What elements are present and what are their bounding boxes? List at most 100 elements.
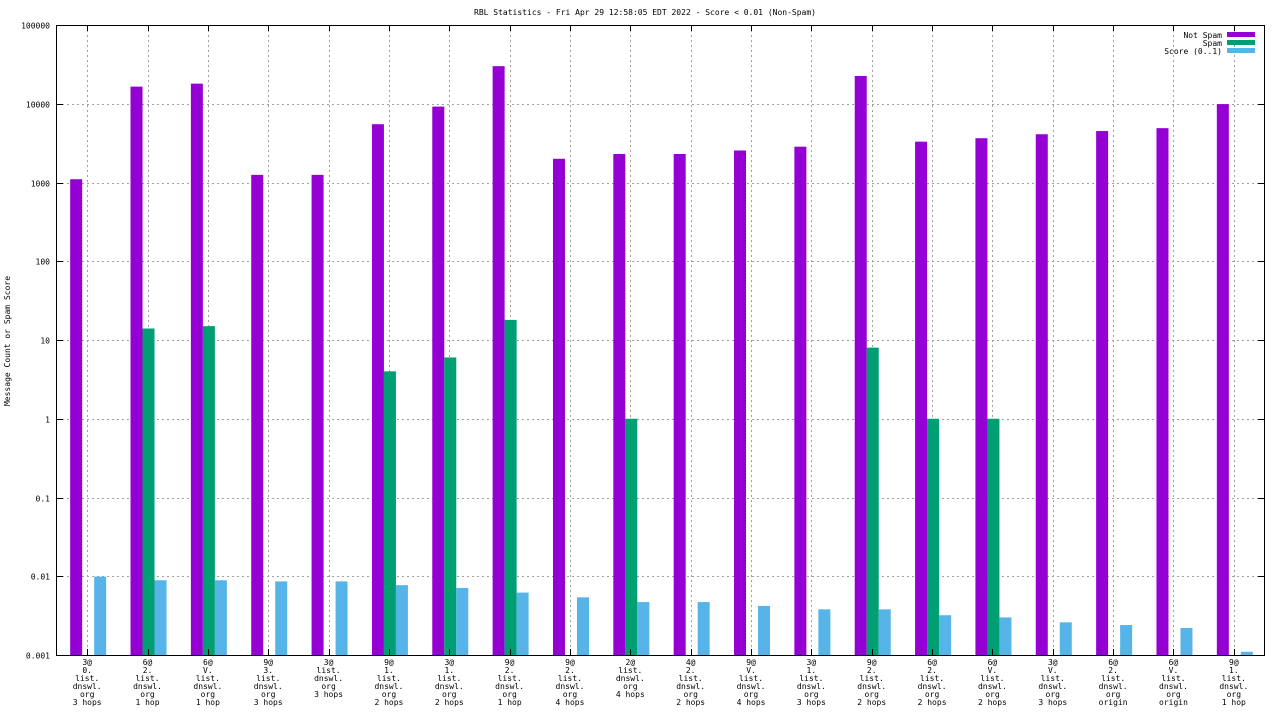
y-tick-label: 0.01 bbox=[31, 573, 50, 582]
x-tick-label: 3@ list. dnswl. org 3 hops bbox=[314, 658, 343, 699]
x-tick-label-line: 2. bbox=[1108, 666, 1118, 675]
legend-label: Spam bbox=[1203, 39, 1222, 48]
x-tick-label-line: org bbox=[1046, 690, 1061, 699]
x-tick-label-line: org bbox=[261, 690, 276, 699]
x-tick-label-line: 9@ bbox=[505, 658, 515, 667]
x-tick-label-line: dnswl. bbox=[918, 682, 947, 691]
bar-score-0-1 bbox=[214, 580, 227, 655]
x-tick-label: 3@ 1. list. dnswl. org 3 hops bbox=[797, 658, 826, 707]
bar-spam bbox=[625, 418, 638, 655]
x-tick-label-line: 1. bbox=[384, 666, 394, 675]
x-tick-label-line: dnswl. bbox=[495, 682, 524, 691]
x-tick-label-line: 2. bbox=[143, 666, 153, 675]
y-tick-label: 1000 bbox=[31, 180, 50, 189]
x-tick-label: 9@ 1. list. dnswl. org 2 hops bbox=[374, 658, 403, 707]
bar-score-0-1 bbox=[637, 602, 650, 655]
x-tick-label-line: 3@ bbox=[807, 658, 817, 667]
y-tick-label: 10 bbox=[40, 337, 50, 346]
x-tick-label-line: org bbox=[985, 690, 1000, 699]
bar-not-spam bbox=[673, 154, 686, 656]
bar-score-0-1 bbox=[275, 581, 288, 655]
x-tick-label-line: 2 hops bbox=[676, 698, 705, 707]
x-tick-label-line: 6@ bbox=[1108, 658, 1118, 667]
bar-not-spam bbox=[613, 154, 626, 656]
x-tick-label-line: org bbox=[683, 690, 698, 699]
x-tick-label-line: list. bbox=[1161, 674, 1185, 683]
grid-layer bbox=[57, 25, 1264, 655]
x-tick-label-line: list. bbox=[558, 674, 582, 683]
x-tick-label-line: org bbox=[623, 682, 638, 691]
x-tick-label-line: 6@ bbox=[203, 658, 213, 667]
x-tick-label-line: dnswl. bbox=[133, 682, 162, 691]
bar-score-0-1 bbox=[818, 609, 831, 655]
x-tick-label-line: dnswl. bbox=[1038, 682, 1067, 691]
x-tick-label-line: org bbox=[140, 690, 155, 699]
x-tick-label: 3@ V. list. dnswl. org 3 hops bbox=[1038, 658, 1067, 707]
x-tick-label-line: org bbox=[925, 690, 940, 699]
x-tick-label-line: dnswl. bbox=[254, 682, 283, 691]
bars-layer bbox=[70, 66, 1253, 656]
bar-not-spam bbox=[975, 138, 988, 656]
y-tick-label: 10000 bbox=[26, 101, 50, 110]
x-tick-label-line: 1 hop bbox=[196, 698, 220, 707]
x-tick-label-line: 2. bbox=[867, 666, 877, 675]
x-tick-label-line: 1. bbox=[807, 666, 817, 675]
bar-score-0-1 bbox=[1059, 622, 1072, 655]
legend-swatch bbox=[1227, 32, 1255, 37]
x-tick-label-line: 3@ bbox=[1048, 658, 1058, 667]
x-tick-label-line: 2 hops bbox=[374, 698, 403, 707]
x-tick-label-line: 2 hops bbox=[435, 698, 464, 707]
x-tick-label-line: list. bbox=[679, 674, 703, 683]
x-tick-label-line: org bbox=[563, 690, 578, 699]
bar-not-spam bbox=[1216, 104, 1229, 655]
bar-not-spam bbox=[432, 106, 445, 656]
x-tick-label: 9@ 2. list. dnswl. org 1 hop bbox=[495, 658, 524, 707]
x-tick-label-line: list. bbox=[1222, 674, 1246, 683]
x-tick-label-line: org bbox=[804, 690, 819, 699]
bar-not-spam bbox=[251, 174, 264, 655]
x-tick-label-line: list. bbox=[317, 666, 341, 675]
x-tick-label-line: origin bbox=[1159, 698, 1188, 707]
x-tick-label: 9@ 3. list. dnswl. org 3 hops bbox=[254, 658, 283, 707]
x-tick-label-line: list. bbox=[256, 674, 280, 683]
bar-spam bbox=[504, 319, 517, 655]
bar-score-0-1 bbox=[335, 581, 348, 655]
x-tick-label: 6@ V. list. dnswl. org 2 hops bbox=[978, 658, 1007, 707]
legend-swatch bbox=[1227, 48, 1255, 53]
x-tick-label-line: dnswl. bbox=[1159, 682, 1188, 691]
y-tick-label: 0.001 bbox=[26, 652, 50, 661]
x-tick-label: 4@ 2. list. dnswl. org 2 hops bbox=[676, 658, 705, 707]
x-tick-label-line: dnswl. bbox=[73, 682, 102, 691]
y-tick-label: 0.1 bbox=[36, 495, 51, 504]
bar-score-0-1 bbox=[154, 580, 167, 655]
x-tick-label-line: dnswl. bbox=[193, 682, 222, 691]
x-tick-label-line: dnswl. bbox=[374, 682, 403, 691]
bar-score-0-1 bbox=[939, 615, 952, 655]
x-tick-label-line: dnswl. bbox=[737, 682, 766, 691]
x-tick-label-line: 3 hops bbox=[254, 698, 283, 707]
x-tick-label-line: 2 hops bbox=[978, 698, 1007, 707]
x-tick-label-line: 9@ bbox=[384, 658, 394, 667]
bar-not-spam bbox=[190, 83, 203, 656]
bar-spam bbox=[202, 326, 215, 655]
bar-spam bbox=[987, 418, 1000, 655]
x-tick-label-line: list. bbox=[799, 674, 823, 683]
x-tick-label-line: 1 hop bbox=[1222, 698, 1246, 707]
bar-score-0-1 bbox=[758, 605, 771, 655]
x-tick-label: 9@ 1. list. dnswl. org 1 hop bbox=[1219, 658, 1248, 707]
bar-score-0-1 bbox=[1120, 625, 1133, 655]
x-tick-label-line: org bbox=[382, 690, 397, 699]
x-tick-label-line: dnswl. bbox=[314, 674, 343, 683]
x-tick-label: 9@ 2. list. dnswl. org 4 hops bbox=[556, 658, 585, 707]
x-tick-label-line: 3 hops bbox=[797, 698, 826, 707]
bar-not-spam bbox=[1096, 131, 1109, 655]
x-tick-label-line: list. bbox=[920, 674, 944, 683]
x-tick-label-line: list. bbox=[1041, 674, 1065, 683]
x-tick-label-line: list. bbox=[377, 674, 401, 683]
x-tick-label-line: 2 hops bbox=[857, 698, 886, 707]
x-tick-label-line: V. bbox=[746, 666, 756, 675]
x-tick-label-line: V. bbox=[988, 666, 998, 675]
bar-not-spam bbox=[311, 174, 324, 655]
